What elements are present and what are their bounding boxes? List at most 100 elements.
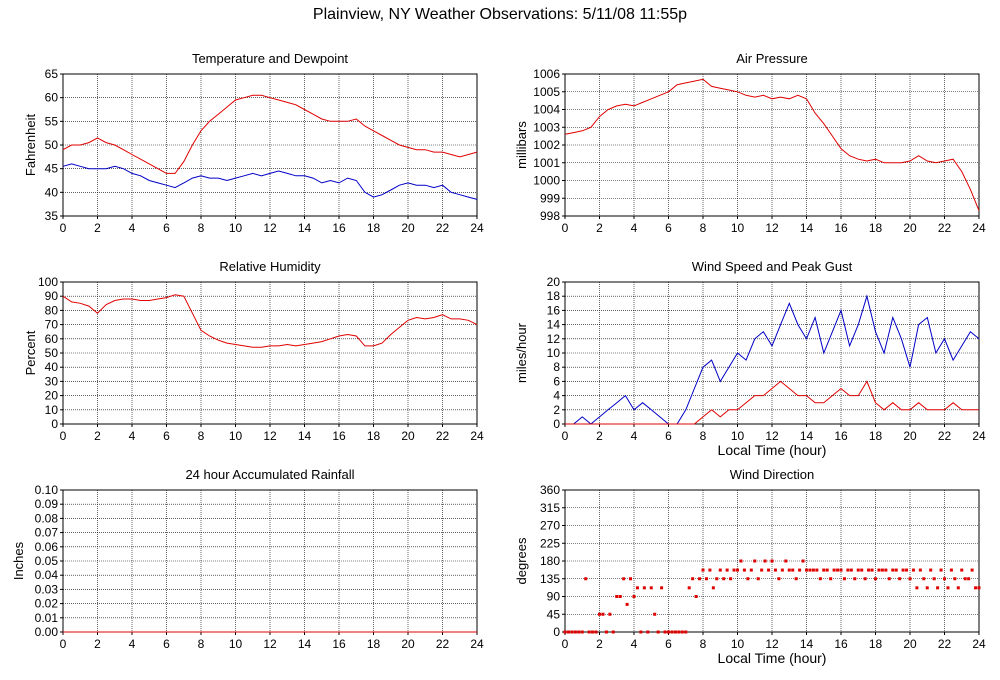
direction-point bbox=[691, 577, 695, 581]
pressure-xtick-label: 12 bbox=[765, 221, 779, 235]
rain-xtick-label: 16 bbox=[332, 637, 346, 651]
temp-ytick-label: 50 bbox=[45, 138, 59, 152]
wind-ytick-label: 4 bbox=[553, 389, 560, 403]
humidity-ytick-label: 60 bbox=[45, 332, 59, 346]
wind-xtick-label: 10 bbox=[731, 429, 745, 443]
direction-point bbox=[653, 612, 657, 616]
direction-point bbox=[587, 630, 591, 634]
humidity-ylabel: Percent bbox=[23, 330, 38, 375]
direction-point bbox=[829, 577, 833, 581]
direction-point bbox=[749, 568, 753, 572]
direction-xtick-label: 22 bbox=[938, 637, 952, 651]
temp-xtick-label: 16 bbox=[332, 221, 346, 235]
direction-point bbox=[577, 630, 581, 634]
direction-point bbox=[580, 630, 584, 634]
direction-point bbox=[760, 568, 764, 572]
direction-point bbox=[818, 577, 822, 581]
direction-point bbox=[784, 559, 788, 563]
pressure-xtick-label: 24 bbox=[972, 221, 986, 235]
direction-xtick-label: 12 bbox=[765, 637, 779, 651]
humidity-ytick-label: 10 bbox=[45, 403, 59, 417]
pressure-xtick-label: 10 bbox=[731, 221, 745, 235]
rain-xtick-label: 24 bbox=[470, 637, 484, 651]
direction-point bbox=[608, 612, 612, 616]
humidity-xtick-label: 16 bbox=[332, 429, 346, 443]
direction-point bbox=[753, 559, 757, 563]
rain-xtick-label: 10 bbox=[229, 637, 243, 651]
wind-ytick-label: 0 bbox=[553, 417, 560, 431]
humidity-ytick-label: 30 bbox=[45, 374, 59, 388]
pressure-xtick-label: 22 bbox=[938, 221, 952, 235]
direction-point bbox=[680, 630, 684, 634]
humidity-title: Relative Humidity bbox=[219, 259, 321, 274]
direction-point bbox=[635, 586, 639, 590]
pressure-ytick-label: 999 bbox=[540, 191, 560, 205]
wind-xtick-label: 2 bbox=[596, 429, 603, 443]
temp-series-line-red bbox=[62, 94, 478, 174]
rain-xtick-label: 20 bbox=[401, 637, 415, 651]
direction-point bbox=[901, 568, 905, 572]
temp-ytick-label: 55 bbox=[45, 114, 59, 128]
humidity-ytick-label: 100 bbox=[38, 275, 58, 289]
direction-point bbox=[832, 568, 836, 572]
humidity-ytick-label: 90 bbox=[45, 289, 59, 303]
direction-point bbox=[598, 612, 601, 616]
rain-xtick-label: 18 bbox=[367, 637, 381, 651]
pressure-xtick-label: 0 bbox=[562, 221, 569, 235]
wind-ytick-label: 20 bbox=[547, 275, 561, 289]
direction-point bbox=[974, 586, 978, 590]
direction-ytick-label: 0 bbox=[553, 625, 560, 639]
humidity-series-line-red bbox=[62, 294, 478, 348]
direction-point bbox=[946, 586, 950, 590]
pressure-xtick-label: 20 bbox=[903, 221, 917, 235]
direction-point bbox=[711, 586, 715, 590]
wind-xtick-label: 22 bbox=[938, 429, 952, 443]
direction-ytick-label: 270 bbox=[540, 519, 560, 533]
direction-xtick-label: 18 bbox=[869, 637, 883, 651]
direction-point bbox=[922, 577, 926, 581]
rain-ylabel: Inches bbox=[11, 541, 26, 580]
direction-xtick-label: 20 bbox=[903, 637, 917, 651]
direction-point bbox=[563, 630, 567, 634]
direction-ytick-label: 135 bbox=[540, 572, 560, 586]
pressure-xtick-label: 14 bbox=[800, 221, 814, 235]
rain-ytick-label: 0.05 bbox=[35, 554, 59, 568]
direction-point bbox=[894, 568, 898, 572]
direction-point bbox=[860, 568, 864, 572]
direction-point bbox=[791, 568, 795, 572]
pressure-ytick-label: 1006 bbox=[533, 67, 560, 81]
direction-point bbox=[656, 630, 660, 634]
temp-xtick-label: 18 bbox=[367, 221, 381, 235]
direction-point bbox=[949, 568, 953, 572]
temp-xtick-label: 6 bbox=[163, 221, 170, 235]
wind-ytick-label: 8 bbox=[553, 360, 560, 374]
rain-xtick-label: 8 bbox=[198, 637, 205, 651]
rain-title: 24 hour Accumulated Rainfall bbox=[185, 467, 354, 482]
pressure-xtick-label: 6 bbox=[665, 221, 672, 235]
direction-xtick-label: 10 bbox=[731, 637, 745, 651]
direction-xtick-label: 14 bbox=[800, 637, 814, 651]
temp-xtick-label: 20 bbox=[401, 221, 415, 235]
direction-point bbox=[842, 577, 846, 581]
temp-xtick-label: 22 bbox=[436, 221, 450, 235]
pressure-ytick-label: 1003 bbox=[533, 120, 560, 134]
temp-ytick-label: 65 bbox=[45, 67, 59, 81]
humidity-xtick-label: 12 bbox=[263, 429, 277, 443]
direction-point bbox=[870, 568, 874, 572]
direction-point bbox=[770, 559, 774, 563]
direction-xtick-label: 4 bbox=[631, 637, 638, 651]
direction-point bbox=[649, 586, 653, 590]
rain-ytick-label: 0.03 bbox=[35, 582, 59, 596]
rain-xtick-label: 12 bbox=[263, 637, 277, 651]
temp-series-line-blue bbox=[62, 163, 478, 200]
wind-xtick-label: 4 bbox=[631, 429, 638, 443]
direction-point bbox=[856, 568, 860, 572]
direction-point bbox=[822, 568, 826, 572]
direction-point bbox=[642, 586, 646, 590]
direction-point bbox=[729, 577, 733, 581]
pressure-xtick-label: 8 bbox=[700, 221, 707, 235]
humidity-ytick-label: 80 bbox=[45, 303, 59, 317]
